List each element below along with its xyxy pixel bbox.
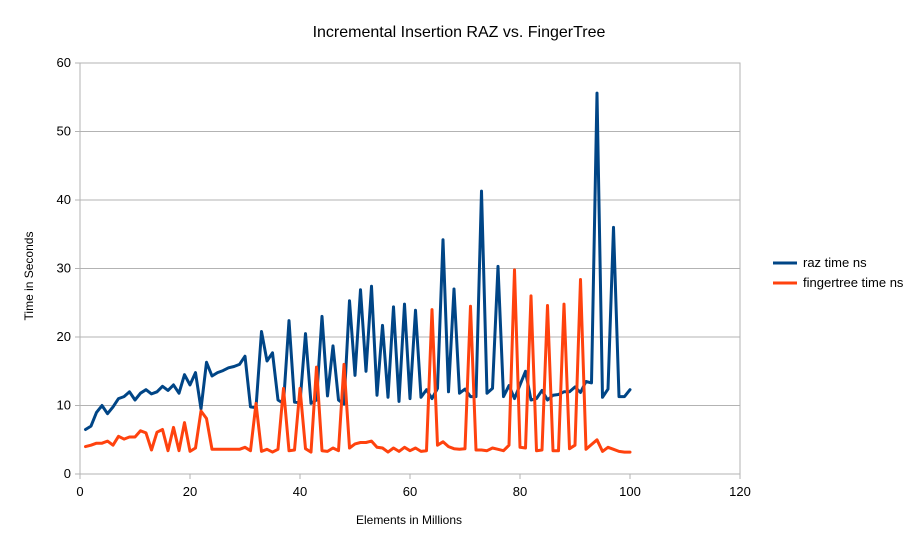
x-tick-label: 100 [619, 484, 641, 499]
y-tick-label: 20 [57, 329, 71, 344]
series-line-fingertree [84, 268, 632, 454]
y-axis-label: Time in Seconds [22, 232, 36, 321]
x-tick-label: 40 [293, 484, 307, 499]
x-tick-label: 80 [513, 484, 527, 499]
axis-ticks: 0 10 20 30 40 50 60 0 20 40 60 80 100 120 [57, 55, 751, 499]
chart-title: Incremental Insertion RAZ vs. FingerTree [313, 24, 606, 41]
y-tick-label: 60 [57, 55, 71, 70]
x-axis-label: Elements in Millions [356, 513, 462, 527]
y-tick-label: 0 [64, 466, 71, 481]
legend: raz time ns fingertree time ns [773, 255, 904, 290]
gridlines [80, 62, 740, 475]
y-tick-label: 50 [57, 124, 71, 139]
y-tick-label: 10 [57, 398, 71, 413]
legend-entry: raz time ns [803, 255, 867, 270]
series-line-raz [84, 91, 632, 431]
y-tick-label: 30 [57, 261, 71, 276]
x-tick-label: 60 [403, 484, 417, 499]
series-group [84, 91, 632, 454]
x-tick-label: 120 [729, 484, 751, 499]
y-tick-label: 40 [57, 192, 71, 207]
legend-entry: fingertree time ns [803, 275, 904, 290]
x-tick-label: 20 [183, 484, 197, 499]
x-tick-label: 0 [76, 484, 83, 499]
